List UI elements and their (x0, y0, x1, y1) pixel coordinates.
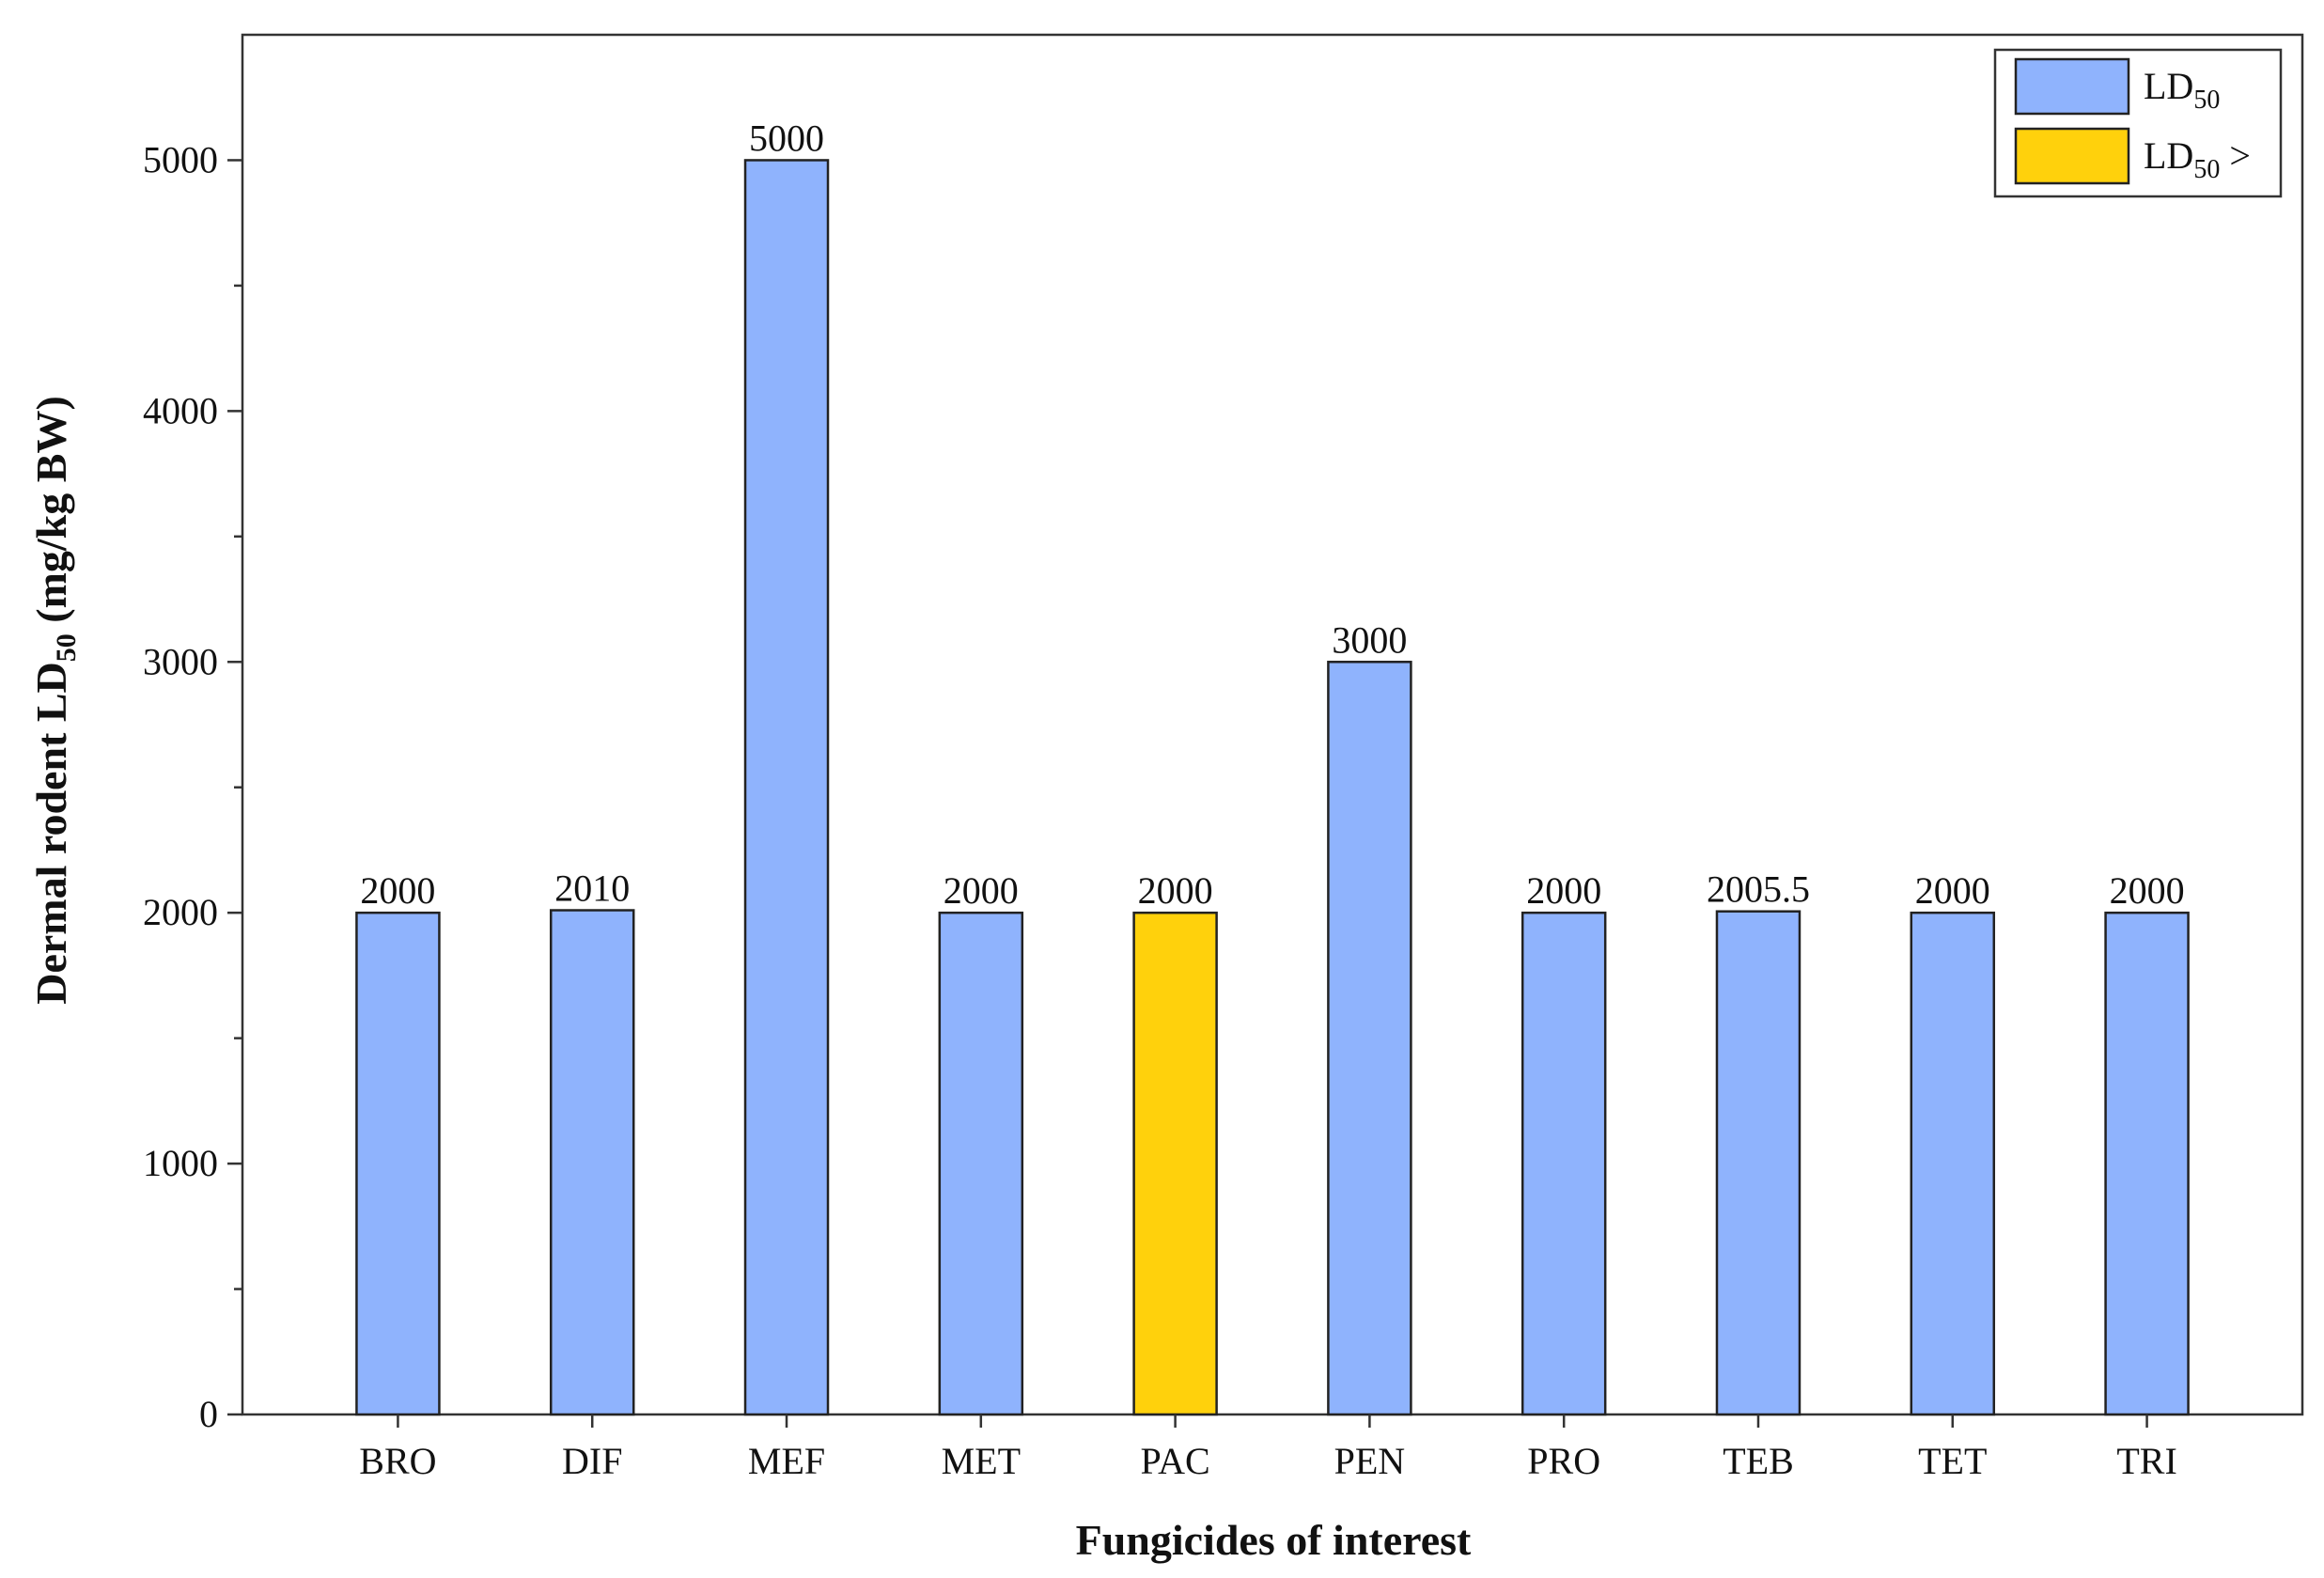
x-tick-label-bro: BRO (359, 1440, 436, 1482)
bar-pac (1132, 911, 1218, 1416)
data-label-pac: 2000 (1138, 869, 1213, 912)
data-label-bro: 2000 (360, 869, 435, 912)
bar-teb (1715, 910, 1801, 1416)
bar-met (938, 911, 1024, 1416)
y-tick-label: 3000 (143, 640, 218, 682)
legend-swatch (2014, 127, 2130, 185)
legend-label-suffix: > (2220, 134, 2251, 177)
y-axis-title-suffix: (mg/kg BW) (27, 396, 75, 633)
data-labels: 2000 2010 5000 2000 2000 3000 2000 2005.5 2000 20… (360, 117, 2184, 912)
x-tick-label-dif: DIF (562, 1440, 622, 1482)
x-axis-title: Fungicides of interest (1076, 1516, 1472, 1564)
data-label-dif: 2010 (554, 867, 630, 910)
bar-pen (1327, 661, 1412, 1416)
y-tick-label: 4000 (143, 389, 218, 431)
x-axis: BRO DIF MEF MET PAC PEN PRO TEB TET TRI (359, 1414, 2177, 1482)
x-tick-label-pen: PEN (1334, 1440, 1406, 1482)
bar-bro (355, 911, 441, 1416)
data-label-pen: 3000 (1332, 618, 1407, 661)
x-tick-label-mef: MEF (748, 1440, 825, 1482)
x-tick-label-tet: TET (1918, 1440, 1987, 1482)
y-axis-title: Dermal rodent LD50 (mg/kg BW) (27, 396, 82, 1005)
bar-tet (1910, 911, 1996, 1416)
data-label-pro: 2000 (1526, 869, 1601, 912)
y-axis: 0 1000 2000 3000 4000 5000 (143, 138, 242, 1435)
x-tick-label-tri: TRI (2116, 1440, 2176, 1482)
bar-pro (1521, 911, 1607, 1416)
legend-label: LD50 (2144, 65, 2220, 115)
legend-label-subscript: 50 (2193, 86, 2220, 115)
data-label-tri: 2000 (2110, 869, 2185, 912)
y-tick-label: 0 (199, 1393, 218, 1435)
y-axis-title-subscript: 50 (51, 633, 82, 662)
legend-label: LD50 > (2144, 134, 2251, 184)
bar-tri (2104, 911, 2190, 1416)
x-tick-label-pac: PAC (1141, 1440, 1210, 1482)
plot-frame (241, 33, 2304, 1416)
y-tick-label: 5000 (143, 138, 218, 180)
data-label-met: 2000 (944, 869, 1019, 912)
legend-label-prefix: LD (2144, 134, 2193, 177)
x-tick-label-met: MET (942, 1440, 1021, 1482)
y-tick-label: 2000 (143, 891, 218, 933)
y-axis-title-prefix: Dermal rodent LD (27, 662, 75, 1005)
legend-label-subscript: 50 (2193, 155, 2220, 184)
plot-border (241, 33, 2304, 1416)
x-tick-label-teb: TEB (1723, 1440, 1794, 1482)
data-label-tet: 2000 (1915, 869, 1990, 912)
y-tick-label: 1000 (143, 1142, 218, 1184)
bar-dif (549, 909, 635, 1416)
data-label-mef: 5000 (749, 117, 824, 159)
legend-swatch (2014, 57, 2130, 116)
x-tick-label-pro: PRO (1527, 1440, 1600, 1482)
data-label-teb: 2005.5 (1707, 868, 1810, 911)
bars (355, 159, 2190, 1416)
legend-label-prefix: LD (2144, 65, 2193, 107)
bar-mef (743, 159, 830, 1416)
